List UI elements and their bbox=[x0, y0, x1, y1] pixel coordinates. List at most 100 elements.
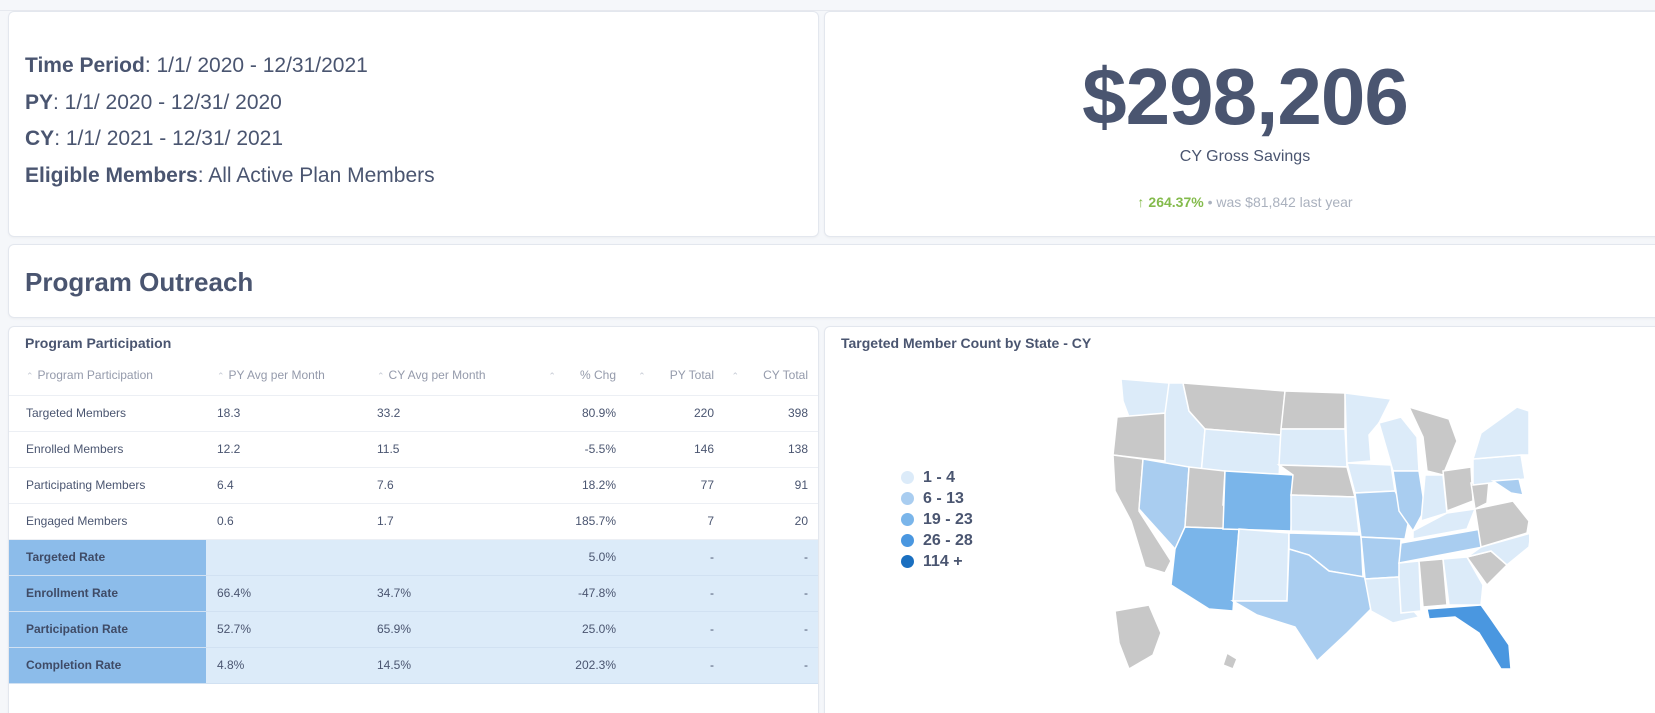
column-header-label: CY Total bbox=[763, 367, 808, 382]
state-ia[interactable] bbox=[1346, 462, 1396, 494]
top-bar bbox=[0, 0, 1655, 11]
sort-icon: ⌃ bbox=[217, 370, 225, 381]
cell-py-avg: 12.2 bbox=[206, 431, 371, 468]
state-in[interactable] bbox=[1420, 474, 1448, 523]
state-wi[interactable] bbox=[1378, 416, 1420, 472]
map-title: Targeted Member Count by State - CY bbox=[841, 335, 1092, 351]
cell-cy-total: 138 bbox=[720, 431, 818, 468]
column-header-label: Program Participation bbox=[37, 367, 153, 382]
table-row[interactable]: Enrolled Members 12.2 11.5 -5.5% 146 138 bbox=[9, 431, 818, 468]
state-md[interactable] bbox=[1490, 478, 1525, 496]
state-mo[interactable] bbox=[1354, 490, 1410, 540]
eligible-members-label: Eligible Members bbox=[25, 163, 198, 187]
state-va[interactable] bbox=[1474, 500, 1529, 548]
column-header-pct-chg[interactable]: ⌃ % Chg bbox=[536, 355, 622, 396]
table-title: Program Participation bbox=[25, 335, 172, 351]
py-line: PY: 1/1/ 2020 - 12/31/ 2020 bbox=[25, 85, 435, 122]
cell-py-total: 7 bbox=[622, 503, 720, 540]
state-wa[interactable] bbox=[1120, 378, 1170, 418]
cell-name: Participating Members bbox=[9, 467, 206, 504]
gross-savings-label: CY Gross Savings bbox=[1179, 148, 1311, 165]
legend-item[interactable]: 1 - 4 bbox=[901, 467, 973, 488]
program-outreach-card: Program Outreach bbox=[8, 244, 1655, 318]
state-ms[interactable] bbox=[1398, 560, 1422, 614]
legend-item[interactable]: 19 - 23 bbox=[901, 509, 973, 530]
cy-value: : 1/1/ 2021 - 12/31/ 2021 bbox=[54, 127, 284, 150]
cell-chg: 25.0% bbox=[536, 611, 622, 648]
state-ga[interactable] bbox=[1442, 556, 1484, 606]
state-nd[interactable] bbox=[1280, 390, 1346, 430]
cell-py-total: - bbox=[622, 539, 720, 576]
cell-name: Engaged Members bbox=[9, 503, 206, 540]
column-header-py-avg[interactable]: ⌃ PY Avg per Month bbox=[206, 355, 371, 396]
cell-cy-avg: 34.7% bbox=[371, 575, 536, 612]
table-row[interactable]: Completion Rate 4.8% 14.5% 202.3% - - bbox=[9, 647, 818, 684]
column-header-program[interactable]: ⌃ Program Participation bbox=[9, 355, 206, 396]
period-info-card: Time Period: 1/1/ 2020 - 12/31/2021 PY: … bbox=[8, 11, 819, 237]
eligible-members-value: : All Active Plan Members bbox=[197, 163, 435, 187]
cell-py-total: - bbox=[622, 575, 720, 612]
cy-line: CY: 1/1/ 2021 - 12/31/ 2021 bbox=[25, 121, 435, 158]
cell-py-avg: 4.8% bbox=[206, 647, 371, 684]
cell-py-avg: 0.6 bbox=[206, 503, 371, 540]
state-il[interactable] bbox=[1392, 470, 1426, 533]
table-row[interactable]: Participation Rate 52.7% 65.9% 25.0% - - bbox=[9, 611, 818, 648]
cell-cy-avg: 7.6 bbox=[371, 467, 536, 504]
column-header-py-total[interactable]: ⌃ PY Total bbox=[622, 355, 720, 396]
cell-cy-total: - bbox=[720, 575, 818, 612]
cell-name: Enrolled Members bbox=[9, 431, 206, 468]
state-nm[interactable] bbox=[1232, 528, 1290, 602]
legend-item[interactable]: 26 - 28 bbox=[901, 530, 973, 551]
us-state-map[interactable] bbox=[1109, 371, 1529, 671]
state-ak[interactable] bbox=[1114, 604, 1162, 671]
legend-item[interactable]: 6 - 13 bbox=[901, 488, 973, 509]
cell-cy-avg: 33.2 bbox=[371, 395, 536, 432]
cell-py-avg: 6.4 bbox=[206, 467, 371, 504]
gross-savings-card[interactable]: $298,206 CY Gross Savings ↑ 264.37% • was… bbox=[824, 11, 1655, 237]
table-row[interactable]: Targeted Rate 5.0% - - bbox=[9, 539, 818, 576]
state-az[interactable] bbox=[1170, 526, 1240, 612]
cell-py-total: 77 bbox=[622, 467, 720, 504]
time-period-line: Time Period: 1/1/ 2020 - 12/31/2021 bbox=[25, 48, 435, 85]
state-oh[interactable] bbox=[1442, 466, 1474, 513]
py-value: : 1/1/ 2020 - 12/31/ 2020 bbox=[53, 90, 282, 114]
savings-trend: ↑ 264.37% • was $81,842 last year bbox=[825, 194, 1655, 210]
state-fl[interactable] bbox=[1426, 604, 1512, 670]
table-row[interactable]: Enrollment Rate 66.4% 34.7% -47.8% - - bbox=[9, 575, 818, 612]
state-ky[interactable] bbox=[1412, 508, 1477, 540]
state-al[interactable] bbox=[1418, 558, 1448, 608]
cell-name: Completion Rate bbox=[9, 647, 206, 684]
sort-icon: ⌃ bbox=[638, 370, 646, 381]
participation-table: ⌃ Program Participation ⌃ PY Avg per Month… bbox=[9, 355, 818, 684]
state-hi[interactable] bbox=[1222, 651, 1238, 670]
cell-chg: -5.5% bbox=[536, 431, 622, 468]
cell-chg: 5.0% bbox=[536, 539, 622, 576]
legend-label: 6 - 13 bbox=[923, 489, 964, 507]
eligible-members-line: Eligible Members: All Active Plan Member… bbox=[25, 158, 435, 195]
cell-py-avg: 66.4% bbox=[206, 575, 371, 612]
state-ny[interactable] bbox=[1471, 406, 1529, 460]
state-ks[interactable] bbox=[1290, 494, 1360, 534]
cell-cy-avg bbox=[371, 539, 536, 576]
cell-cy-avg: 11.5 bbox=[371, 431, 536, 468]
state-co[interactable] bbox=[1222, 470, 1294, 532]
state-nc[interactable] bbox=[1466, 532, 1529, 566]
cell-py-avg: 18.3 bbox=[206, 395, 371, 432]
cell-cy-total: 398 bbox=[720, 395, 818, 432]
table-row[interactable]: Targeted Members 18.3 33.2 80.9% 220 398 bbox=[9, 395, 818, 432]
sort-icon: ⌃ bbox=[548, 370, 556, 381]
table-row[interactable]: Engaged Members 0.6 1.7 185.7% 7 20 bbox=[9, 503, 818, 540]
column-header-cy-total[interactable]: ⌃ CY Total bbox=[720, 355, 818, 396]
sort-icon: ⌃ bbox=[731, 370, 740, 381]
state-ar[interactable] bbox=[1360, 536, 1402, 580]
state-or[interactable] bbox=[1112, 412, 1168, 462]
cell-py-total: - bbox=[622, 647, 720, 684]
legend-item[interactable]: 114 + bbox=[901, 551, 973, 572]
legend-label: 19 - 23 bbox=[923, 510, 973, 528]
cell-cy-avg: 14.5% bbox=[371, 647, 536, 684]
table-row[interactable]: Participating Members 6.4 7.6 18.2% 77 91 bbox=[9, 467, 818, 504]
program-participation-card: Program Participation ⌃ Program Participa… bbox=[8, 326, 819, 713]
cell-py-total: - bbox=[622, 611, 720, 648]
column-header-cy-avg[interactable]: ⌃ CY Avg per Month bbox=[371, 355, 536, 396]
state-sd[interactable] bbox=[1278, 428, 1348, 468]
